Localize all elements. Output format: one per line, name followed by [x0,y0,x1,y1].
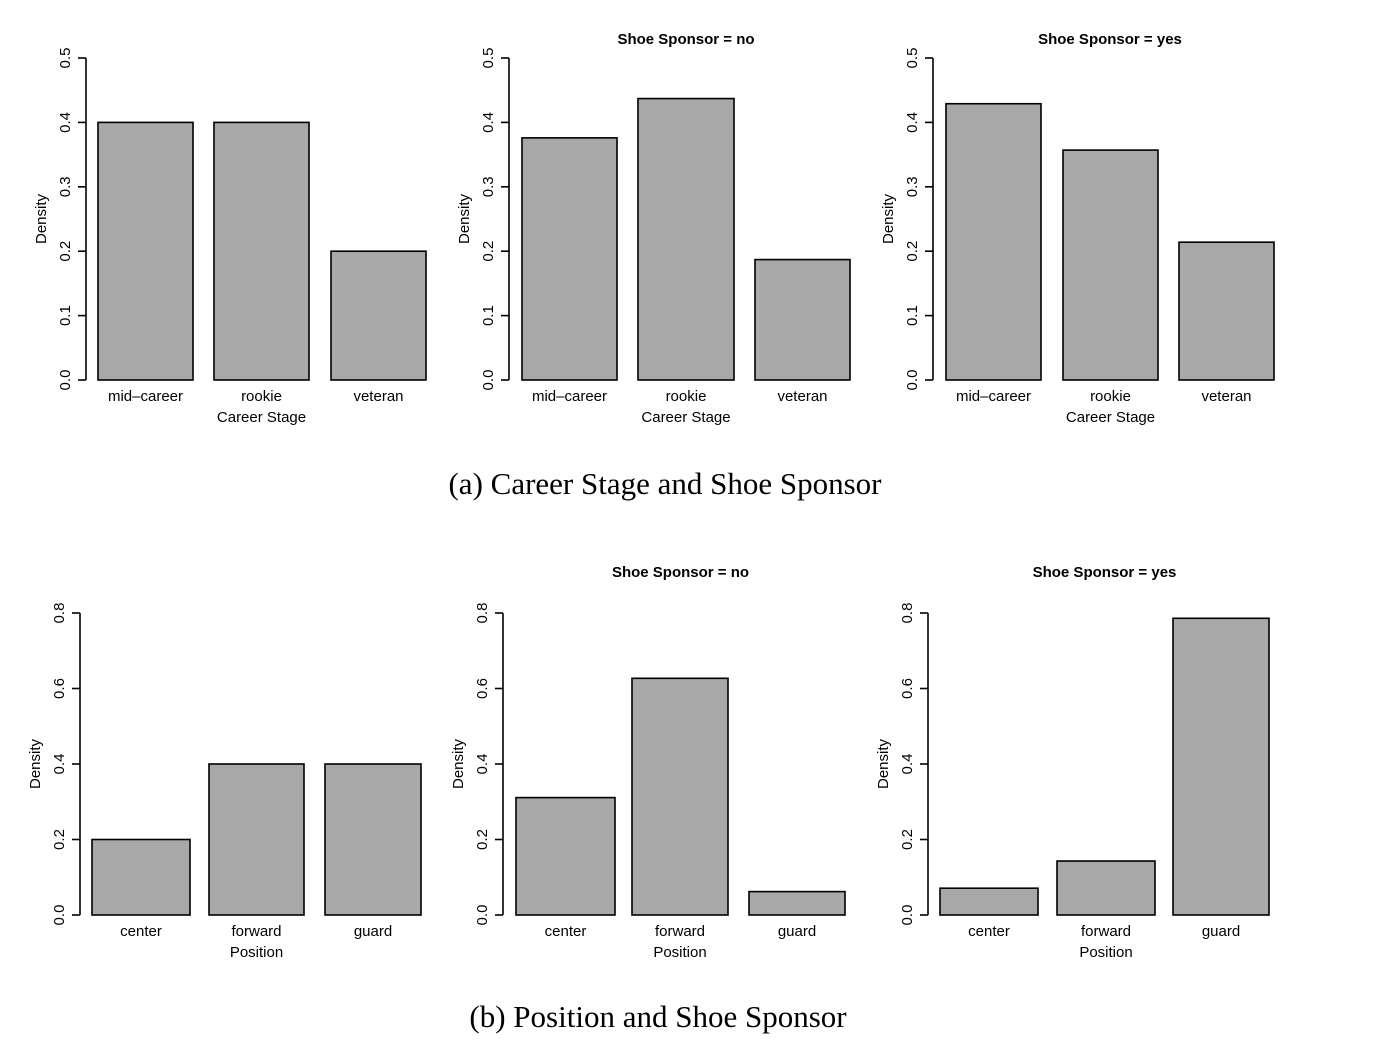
y-tick-label: 0.3 [57,176,74,197]
bar [97,121,194,381]
x-axis-title: Position [230,944,283,961]
y-axis-title: Density [456,193,473,244]
y-axis-title: Density [450,738,467,789]
y-tick-label: 0.8 [474,603,491,624]
bar [939,887,1039,916]
x-axis-title: Career Stage [641,409,730,426]
bar [637,97,735,381]
y-tick-label: 0.6 [51,678,68,699]
x-category-label: veteran [353,388,403,405]
y-tick-label: 0.2 [904,241,921,262]
y-axis-title: Density [875,738,892,789]
chart-panel-2: Shoe Sponsor = no 0.0 0.1 0.2 0.3 0.4 0.5 Densi… [456,31,851,426]
x-category-label: veteran [777,388,827,405]
x-axis-title: Position [653,944,706,961]
bar [1172,617,1270,916]
x-axis-title: Career Stage [1066,409,1155,426]
chart-panel-1: 0.0 0.1 0.2 0.3 0.4 0.5 Density mid–career rooki… [33,48,427,426]
x-category-label: guard [778,923,816,940]
bar [213,121,310,381]
y-tick-label: 0.8 [51,603,68,624]
y-tick-label: 0.1 [904,305,921,326]
panel-title: Shoe Sponsor = no [612,564,749,581]
bar [631,677,729,916]
bar [1062,149,1159,381]
y-axis-title: Density [27,738,44,789]
caption-b: (b) Position and Shoe Sponsor [469,999,847,1034]
y-tick-label: 0.2 [474,829,491,850]
bar [324,763,422,916]
y-tick-label: 0.0 [57,370,74,391]
x-category-label: center [120,923,162,940]
y-tick-label: 0.3 [904,176,921,197]
x-category-label: mid–career [108,388,183,405]
y-tick-label: 0.2 [899,829,916,850]
y-tick-label: 0.2 [480,241,497,262]
bar [91,838,191,916]
x-category-label: forward [231,923,281,940]
x-category-label: mid–career [956,388,1031,405]
y-tick-label: 0.4 [480,112,497,133]
bar [748,890,846,916]
x-axis-title: Career Stage [217,409,306,426]
y-tick-label: 0.4 [51,754,68,775]
y-tick-label: 0.4 [899,754,916,775]
x-category-label: guard [354,923,392,940]
y-tick-label: 0.0 [474,905,491,926]
x-category-label: rookie [1090,388,1131,405]
chart-panel-3: Shoe Sponsor = yes 0.0 0.1 0.2 0.3 0.4 0.5 Dens… [880,31,1275,426]
caption-a: (a) Career Stage and Shoe Sponsor [448,466,882,501]
bar [521,137,618,381]
x-category-label: center [968,923,1010,940]
y-tick-label: 0.0 [480,370,497,391]
y-tick-label: 0.0 [51,905,68,926]
y-tick-label: 0.4 [57,112,74,133]
y-tick-label: 0.6 [474,678,491,699]
x-category-label: rookie [666,388,707,405]
x-axis-title: Position [1079,944,1132,961]
y-tick-label: 0.5 [904,48,921,69]
x-category-label: forward [1081,923,1131,940]
chart-panel-5: Shoe Sponsor = no 0.0 0.2 0.4 0.6 0.8 Density c… [450,564,846,961]
panel-title: Shoe Sponsor = no [617,31,754,48]
y-tick-label: 0.1 [57,305,74,326]
bar [945,102,1042,381]
bar [208,763,305,916]
y-tick-label: 0.4 [474,754,491,775]
bar [1056,860,1156,916]
y-tick-label: 0.4 [904,112,921,133]
y-tick-label: 0.5 [57,48,74,69]
y-tick-label: 0.3 [480,176,497,197]
panel-title: Shoe Sponsor = yes [1038,31,1182,48]
y-tick-label: 0.0 [904,370,921,391]
x-category-label: guard [1202,923,1240,940]
x-category-label: rookie [241,388,282,405]
bar [330,250,427,381]
y-tick-label: 0.1 [480,305,497,326]
bar [754,258,851,381]
y-tick-label: 0.8 [899,603,916,624]
bar [515,796,616,916]
panels: 0.0 0.1 0.2 0.3 0.4 0.5 Density mid–career rooki… [27,31,1275,961]
x-category-label: mid–career [532,388,607,405]
panel-title: Shoe Sponsor = yes [1033,564,1177,581]
x-category-label: center [545,923,587,940]
bar [1178,241,1275,381]
y-axis-title: Density [33,193,50,244]
y-tick-label: 0.0 [899,905,916,926]
y-tick-label: 0.2 [51,829,68,850]
chart-panel-4: 0.0 0.2 0.4 0.6 0.8 Density center forward guard… [27,603,422,961]
x-category-label: forward [655,923,705,940]
y-tick-label: 0.6 [899,678,916,699]
y-tick-label: 0.5 [480,48,497,69]
y-axis-title: Density [880,193,897,244]
x-category-label: veteran [1201,388,1251,405]
chart-panel-6: Shoe Sponsor = yes 0.0 0.2 0.4 0.6 0.8 Density… [875,564,1270,961]
y-tick-label: 0.2 [57,241,74,262]
